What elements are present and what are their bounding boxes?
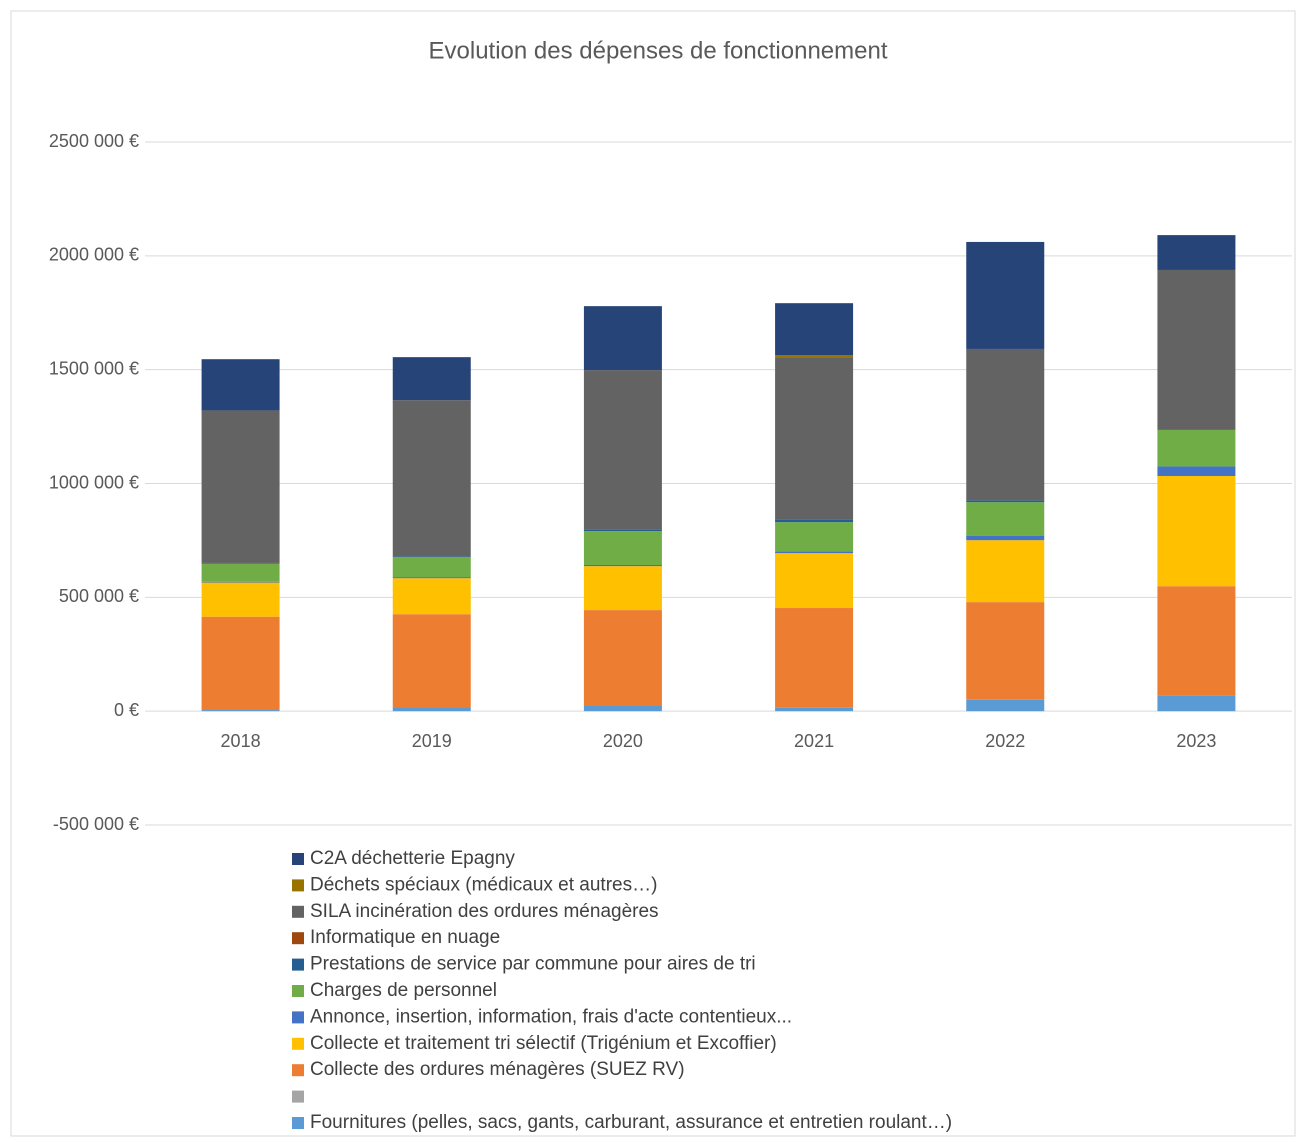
x-tick-label: 2021 — [794, 731, 834, 751]
bar-segment — [775, 608, 854, 708]
bar-segment — [201, 582, 280, 617]
bar-segment — [775, 355, 854, 358]
bar-segment — [201, 359, 280, 411]
legend-swatch — [292, 958, 304, 971]
bar-segment — [201, 562, 280, 564]
bar-segment — [966, 602, 1045, 700]
bar-segment — [392, 557, 471, 578]
x-tick-label: 2018 — [221, 731, 261, 751]
bar-segment — [201, 563, 280, 582]
bar-segment — [966, 699, 1045, 712]
legend-swatch — [292, 1064, 304, 1077]
bar-segment — [583, 705, 662, 712]
legend-swatch — [292, 985, 304, 997]
y-tick-label: 1000 000 € — [49, 472, 139, 492]
bar-segment — [1157, 269, 1236, 430]
legend-swatch — [292, 932, 304, 945]
legend-swatch — [292, 853, 304, 865]
bar-segment — [583, 531, 662, 566]
bar-segment — [392, 556, 471, 558]
bar-segment — [583, 529, 662, 532]
bar-segment — [1157, 466, 1236, 476]
bar-segment — [966, 535, 1045, 541]
legend-swatch — [292, 905, 304, 918]
bar-segment — [775, 519, 854, 523]
y-tick-label: 2000 000 € — [49, 245, 139, 265]
bar-segment — [392, 578, 471, 615]
legend-label: Informatique en nuage — [310, 927, 500, 948]
legend-swatch — [292, 879, 304, 892]
bar-segment — [1157, 695, 1236, 712]
bar-segment — [1157, 475, 1236, 587]
bar-segment — [392, 614, 471, 708]
bar-segment — [583, 610, 662, 706]
bar-segment — [201, 581, 280, 583]
bar-segment — [1157, 586, 1236, 696]
bar-segment — [201, 410, 280, 563]
y-tick-label: 0 € — [114, 700, 139, 720]
x-tick-label: 2023 — [1176, 731, 1216, 751]
legend-swatch — [292, 1037, 304, 1050]
legend-label: C2A déchetterie Epagny — [310, 848, 515, 869]
bar-segment — [775, 357, 854, 520]
legend-label: Charges de personnel — [310, 980, 497, 1001]
legend-label: Annonce, insertion, information, frais d… — [310, 1006, 792, 1027]
bar-segment — [201, 710, 280, 712]
bar-segment — [775, 707, 854, 712]
chart-title: Evolution des dépenses de fonctionnement — [429, 37, 888, 64]
bar-segment — [775, 303, 854, 356]
bar-segment — [966, 241, 1045, 349]
bar-segment — [583, 565, 662, 567]
bar-segment — [392, 400, 471, 557]
bar-segment — [1157, 429, 1236, 430]
bar-segment — [392, 577, 471, 579]
bar-segment — [1157, 235, 1236, 270]
legend-label: SILA incinération des ordures ménagères — [310, 901, 659, 922]
legend-swatch — [292, 1090, 304, 1103]
x-tick-label: 2022 — [985, 731, 1025, 751]
y-tick-label: -500 000 € — [53, 814, 139, 834]
legend-label: Prestations de service par commune pour … — [310, 954, 756, 975]
y-tick-label: 500 000 € — [59, 586, 139, 606]
bar-segment — [775, 522, 854, 552]
x-tick-label: 2020 — [603, 731, 643, 751]
bar-segment — [966, 500, 1045, 503]
legend-label: Fournitures (pelles, sacs, gants, carbur… — [310, 1112, 952, 1133]
bar-segment — [1157, 429, 1236, 467]
x-tick-label: 2019 — [412, 731, 452, 751]
y-tick-label: 2500 000 € — [49, 131, 139, 151]
legend-label: Collecte des ordures ménagères (SUEZ RV) — [310, 1059, 685, 1080]
legend-swatch — [292, 1011, 304, 1024]
bar-segment — [775, 553, 854, 609]
bar-segment — [392, 357, 471, 401]
bar-segment — [966, 348, 1045, 501]
bar-segment — [583, 566, 662, 611]
legend-label: Déchets spéciaux (médicaux et autres…) — [310, 874, 657, 895]
bar-segment — [966, 502, 1045, 536]
bar-segment — [583, 306, 662, 371]
legend-label: Collecte et traitement tri sélectif (Tri… — [310, 1033, 777, 1054]
bar-segment — [583, 370, 662, 530]
legend-swatch — [292, 1117, 304, 1129]
y-tick-label: 1500 000 € — [49, 358, 139, 378]
bar-segment — [775, 551, 854, 554]
bar-segment — [966, 540, 1045, 603]
bar-segment — [392, 707, 471, 712]
bar-segment — [201, 616, 280, 711]
